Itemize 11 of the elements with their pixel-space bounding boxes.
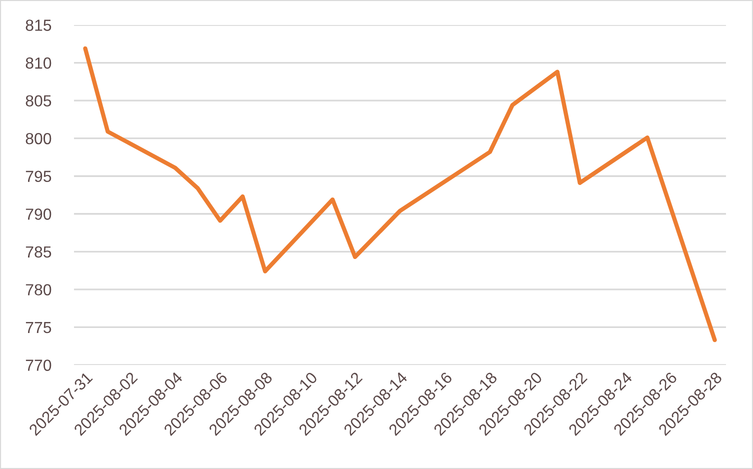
- y-tick-label: 810: [26, 57, 52, 69]
- y-tick-label: 775: [26, 322, 52, 334]
- y-tick-label: 770: [26, 360, 52, 371]
- y-tick-label: 785: [26, 246, 52, 258]
- y-tick-label: 795: [26, 170, 52, 182]
- y-tick-label: 805: [26, 95, 52, 106]
- y-tick-label: 815: [26, 20, 52, 31]
- y-tick-label: 780: [26, 284, 52, 296]
- y-tick-label: 800: [26, 132, 52, 144]
- y-tick-label: 790: [26, 208, 52, 220]
- line-series: [83, 46, 717, 342]
